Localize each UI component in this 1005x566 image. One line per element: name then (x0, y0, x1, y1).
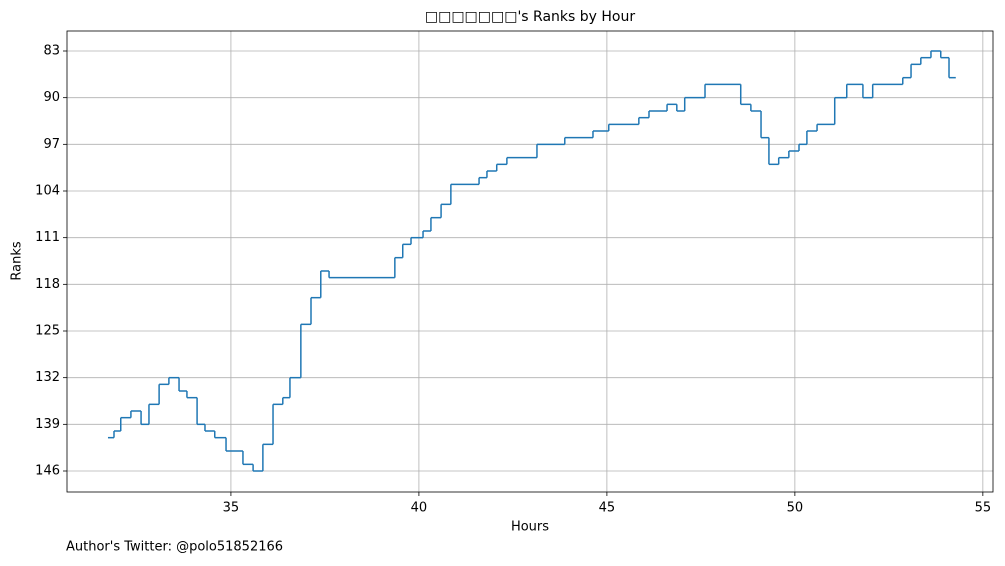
y-tick-label: 139 (35, 417, 60, 432)
x-tick-label: 40 (411, 501, 428, 516)
footer-note: Author's Twitter: @polo51852166 (66, 540, 283, 555)
y-tick-label: 146 (35, 464, 60, 479)
y-tick-label: 111 (35, 230, 60, 245)
y-tick-label: 90 (43, 90, 60, 105)
y-tick-label: 118 (35, 277, 60, 292)
y-tick-label: 132 (35, 370, 60, 385)
x-tick-label: 35 (223, 501, 240, 516)
y-tick-label: 97 (43, 137, 60, 152)
x-axis-label: Hours (511, 520, 549, 535)
x-tick-label: 50 (787, 501, 804, 516)
y-tick-label: 83 (43, 44, 60, 59)
y-tick-label: 125 (35, 324, 60, 339)
y-tick-label: 104 (35, 184, 60, 199)
y-axis-label: Ranks (10, 241, 25, 280)
chart-title: □□□□□□□'s Ranks by Hour (425, 9, 635, 25)
plot-frame (66, 30, 994, 493)
x-tick-label: 55 (975, 501, 992, 516)
x-tick-label: 45 (599, 501, 616, 516)
